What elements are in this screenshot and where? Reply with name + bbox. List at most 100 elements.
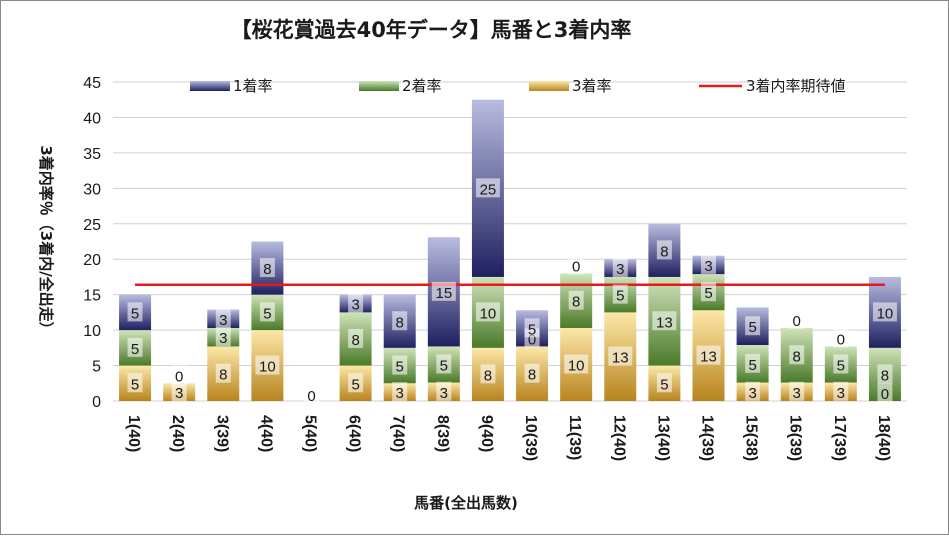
data-label: 5 (396, 359, 404, 376)
data-label-bg (833, 328, 849, 348)
data-label-bg (431, 281, 456, 301)
y-tick-label: 40 (83, 110, 101, 127)
data-label: 3 (704, 258, 712, 275)
data-label: 25 (480, 181, 497, 198)
y-axis-label: 3着内率％（3着内/全出走） (37, 145, 55, 336)
data-label: 8 (793, 348, 801, 365)
data-label: 5 (131, 341, 139, 358)
data-label: 5 (704, 285, 712, 302)
data-label-bg (171, 382, 187, 402)
x-tick-label: 14(39) (699, 415, 716, 461)
data-label-bg (259, 302, 275, 322)
data-label-bg (127, 302, 143, 322)
data-label-bg (833, 354, 849, 374)
y-axis-ticks: 0 5 10 15 20 25 30 35 40 45 (83, 75, 101, 411)
data-label-bg (745, 316, 761, 336)
x-tick-label: 1(40) (125, 415, 142, 452)
x-tick-label: 17(39) (831, 415, 848, 461)
data-label: 3 (175, 385, 183, 402)
legend-swatch (190, 81, 230, 91)
data-label-bg (872, 302, 897, 322)
data-label-bg (789, 381, 805, 401)
data-label-bg (215, 308, 231, 328)
data-label: 3 (793, 385, 801, 402)
data-label: 13 (656, 314, 673, 331)
data-label: 5 (131, 376, 139, 393)
x-axis-ticks: 1(40) 2(40) 3(39) 4(40) 5(40) 6(40) 7(40) 8(39)… (125, 415, 892, 461)
data-label-bg (171, 365, 187, 385)
data-label: 8 (263, 261, 271, 278)
data-label-bg (524, 318, 540, 338)
y-tick-label: 5 (92, 359, 101, 376)
data-label-bg (568, 290, 584, 310)
data-label-bg (701, 254, 716, 274)
y-tick-label: 30 (83, 181, 101, 198)
data-label: 10 (877, 305, 894, 322)
data-label: 0 (837, 331, 845, 348)
legend-label: 3着内率期待値 (746, 77, 846, 95)
data-label-bg (612, 284, 628, 304)
x-tick-label: 13(40) (654, 415, 671, 461)
x-axis-label: 馬番(全出馬数) (414, 494, 518, 512)
y-tick-label: 45 (83, 75, 101, 92)
data-label-bg (475, 302, 500, 322)
x-tick-label: 3(39) (213, 415, 230, 452)
x-tick-label: 18(40) (875, 415, 892, 461)
x-tick-label: 15(38) (743, 415, 760, 461)
data-label-bg (652, 311, 677, 331)
data-label: 0 (528, 331, 536, 348)
data-label: 5 (351, 376, 359, 393)
data-label: 5 (660, 376, 668, 393)
data-label: 3 (219, 330, 227, 347)
bars (119, 99, 901, 401)
y-tick-label: 35 (83, 146, 101, 163)
data-label-bg (436, 354, 452, 374)
x-tick-label: 4(40) (257, 415, 274, 452)
x-tick-label: 8(39) (434, 415, 451, 452)
data-label: 5 (131, 305, 139, 322)
x-tick-label: 5(40) (302, 415, 319, 452)
data-label-bg (475, 178, 500, 198)
data-label: 3 (440, 385, 448, 402)
x-tick-label: 16(39) (787, 415, 804, 461)
data-label: 0 (175, 368, 183, 385)
data-label-bg (348, 293, 364, 313)
data-label: 13 (700, 349, 717, 366)
data-label: 5 (837, 357, 845, 374)
data-label: 0 (572, 258, 580, 275)
data-label: 3 (219, 312, 227, 329)
data-label-bg (833, 381, 849, 401)
x-tick-label: 11(39) (566, 415, 583, 460)
data-label-bg (392, 311, 408, 331)
data-label: 3 (837, 385, 845, 402)
x-tick-label: 6(40) (346, 415, 363, 452)
legend-label: 3着率 (572, 77, 612, 95)
data-label-bg (564, 354, 589, 374)
data-label-bg (656, 373, 672, 393)
x-tick-label: 10(39) (522, 415, 539, 461)
legend-label: 2着率 (402, 77, 442, 95)
data-label-bg (745, 381, 761, 401)
data-label-bg (436, 381, 452, 401)
data-label: 3 (351, 297, 359, 314)
y-tick-label: 0 (92, 394, 101, 411)
data-label: 3 (616, 261, 624, 278)
data-label-bg (255, 355, 280, 375)
data-label: 5 (440, 357, 448, 374)
x-tick-label: 2(40) (169, 415, 186, 452)
y-tick-label: 15 (83, 288, 101, 305)
data-label-bg (568, 255, 584, 275)
data-label: 3 (748, 385, 756, 402)
data-label: 8 (528, 367, 536, 384)
data-label: 13 (612, 350, 629, 367)
data-label: 8 (484, 367, 492, 384)
x-tick-label: 7(40) (390, 415, 407, 452)
data-label: 0 (307, 388, 315, 405)
legend: 1着率 2着率 3着率 3着内率期待値 (190, 77, 846, 95)
legend-label: 1着率 (233, 77, 273, 95)
data-label: 8 (351, 332, 359, 349)
data-label: 5 (748, 357, 756, 374)
